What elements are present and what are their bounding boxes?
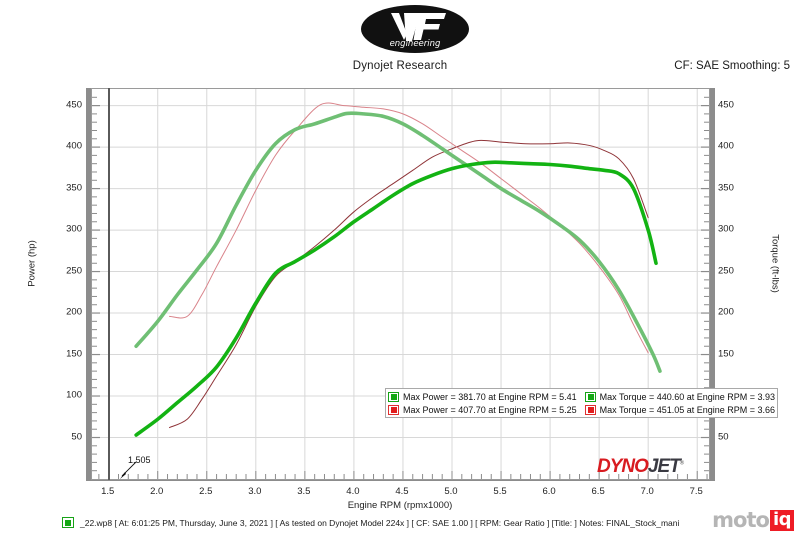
right-axis-tick: 450: [718, 99, 734, 111]
correction-factor-label: CF: SAE Smoothing: 5: [674, 60, 790, 72]
right-axis-tick: 250: [718, 265, 734, 277]
dynojet-watermark: DYNOJET®: [597, 456, 685, 478]
dynojet-trademark: ®: [679, 460, 685, 467]
x-axis-tick: 3.5: [297, 486, 311, 497]
x-axis-tick: 4.0: [346, 486, 360, 497]
footer-bar: _22.wp8 [ At: 6:01:25 PM, Thursday, June…: [0, 512, 800, 533]
cursor-line[interactable]: [108, 88, 110, 480]
right-axis-tick: 150: [718, 348, 734, 360]
dynojet-research-subtitle: Dynojet Research: [352, 60, 448, 72]
x-axis-tick: 1.5: [101, 486, 115, 497]
x-axis-tick: 5.5: [493, 486, 507, 497]
curves-layer: [92, 89, 709, 479]
right-axis-tick: 350: [718, 182, 734, 194]
left-axis-tick: 150: [66, 348, 82, 360]
x-axis-tick: 2.0: [150, 486, 164, 497]
left-axis-rail: [86, 88, 91, 481]
x-axis-tick: 2.5: [199, 486, 213, 497]
left-axis-tick: 300: [66, 223, 82, 235]
left-axis-tick-labels: 50 100 150 200 250 300 350 400 450: [52, 0, 82, 533]
vf-engineering-logo-icon: engineering: [360, 4, 470, 53]
x-axis-title: Engine RPM (rpmx1000): [347, 500, 453, 511]
x-axis-tick: 4.5: [395, 486, 409, 497]
legend-swatch-green-power: [388, 391, 399, 402]
cursor-arrow-icon: [120, 461, 137, 479]
x-axis-tick: 5.0: [444, 486, 458, 497]
right-axis-tick: 400: [718, 140, 734, 152]
x-axis-tick: 3.0: [248, 486, 262, 497]
minor-ticks-layer: [92, 89, 709, 479]
legend-label: Max Torque = 440.60 at Engine RPM = 3.93: [599, 391, 776, 402]
left-axis-tick: 200: [66, 306, 82, 318]
left-axis-tick: 250: [66, 265, 82, 277]
legend-swatch-red-power: [388, 404, 399, 415]
legend-label: Max Power = 381.70 at Engine RPM = 5.41: [403, 391, 577, 402]
legend-box: Max Power = 381.70 at Engine RPM = 5.41 …: [385, 388, 779, 418]
left-axis-tick: 100: [66, 389, 82, 401]
legend-label: Max Power = 407.70 at Engine RPM = 5.25: [403, 404, 577, 415]
cursor-value-label: 1.505: [128, 455, 151, 465]
motoiq-moto-text: moto: [712, 507, 770, 532]
footer-run-details: _22.wp8 [ At: 6:01:25 PM, Thursday, June…: [80, 517, 680, 528]
left-axis-tick: 450: [66, 99, 82, 111]
x-axis-tick: 6.0: [542, 486, 556, 497]
left-axis-tick: 400: [66, 140, 82, 152]
right-axis-tick: 50: [718, 431, 729, 442]
right-axis-title: Torque (ft-lbs): [769, 234, 781, 293]
legend-swatch-red-torque: [584, 404, 596, 415]
dynojet-jet-text: JET: [647, 456, 681, 477]
legend-column-torque: Max Torque = 440.60 at Engine RPM = 3.93…: [584, 390, 776, 416]
x-axis-tick: 7.0: [640, 486, 654, 497]
legend-swatch-green-torque: [584, 391, 596, 402]
svg-text:engineering: engineering: [390, 39, 441, 49]
legend-label: Max Torque = 451.05 at Engine RPM = 3.66: [599, 404, 776, 415]
motoiq-iq-badge: iq: [769, 509, 794, 531]
legend-column-power: Max Power = 381.70 at Engine RPM = 5.41 …: [388, 390, 577, 416]
right-axis-rail: [710, 88, 715, 481]
left-axis-tick: 50: [71, 431, 82, 442]
footer-swatch-green: [62, 517, 74, 528]
dynojet-dyno-text: DYNO: [597, 456, 649, 477]
right-axis-tick: 200: [718, 306, 734, 318]
legend-item[interactable]: Max Power = 381.70 at Engine RPM = 5.41: [388, 390, 577, 403]
motoiq-logo: moto iq: [712, 508, 794, 532]
left-axis-title: Power (hp): [26, 240, 38, 287]
x-axis-tick: 7.5: [689, 486, 703, 497]
legend-item[interactable]: Max Torque = 440.60 at Engine RPM = 3.93: [584, 390, 776, 403]
right-axis-tick: 300: [718, 223, 734, 235]
left-axis-tick: 350: [66, 182, 82, 194]
legend-item[interactable]: Max Power = 407.70 at Engine RPM = 5.25: [388, 403, 577, 416]
x-axis-tick: 6.5: [591, 486, 605, 497]
legend-item[interactable]: Max Torque = 451.05 at Engine RPM = 3.66: [584, 403, 776, 416]
chart-plot-area: [91, 88, 710, 480]
